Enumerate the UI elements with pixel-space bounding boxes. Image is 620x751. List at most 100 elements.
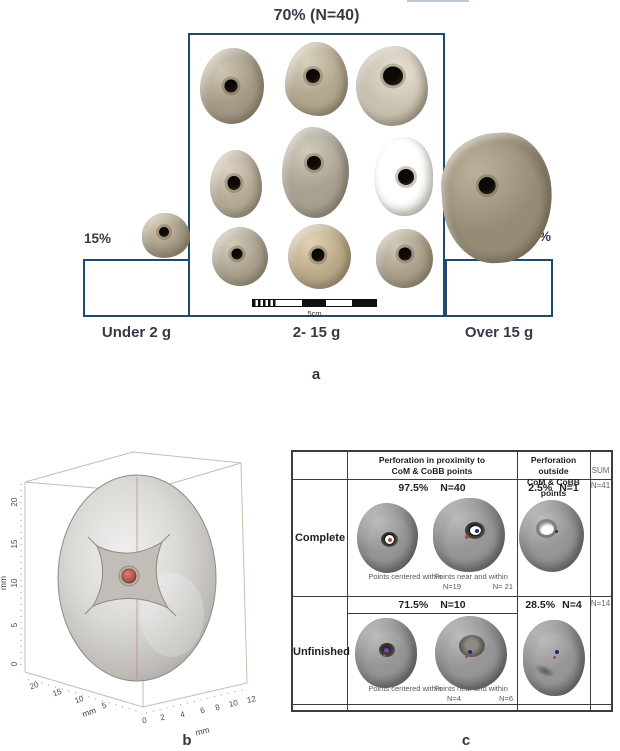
perforation-hole bbox=[227, 175, 241, 190]
cobb-point-navy bbox=[554, 650, 559, 655]
stone-photo bbox=[374, 137, 433, 216]
perforation-hole bbox=[306, 69, 321, 84]
percent-value: 28.5% bbox=[525, 599, 556, 611]
weight-group-box-over bbox=[445, 259, 553, 317]
stone-3d bbox=[57, 474, 217, 682]
x-tick-label: 10 bbox=[228, 698, 239, 709]
group-title-70pct: 70% (N=40) bbox=[273, 7, 360, 24]
scan-stone-complete-near bbox=[433, 498, 505, 572]
scale-bar-segment bbox=[326, 300, 352, 306]
cobb-point-navy bbox=[555, 530, 559, 534]
x-tick-label: 2 bbox=[159, 713, 166, 723]
header-line: Perforation outside bbox=[530, 455, 577, 477]
point-marker-white bbox=[469, 526, 481, 536]
category-label-under-2g: Under 2 g bbox=[101, 324, 172, 341]
table-grid-line bbox=[347, 613, 517, 614]
cobb-point-navy bbox=[474, 528, 479, 533]
x-tick-label: 8 bbox=[214, 703, 221, 713]
through-hole bbox=[538, 521, 554, 535]
perforation-hole bbox=[383, 66, 404, 86]
stone-photo bbox=[285, 42, 348, 116]
x-tick-label: 0 bbox=[141, 716, 148, 726]
scan-stone-unfinished-centered bbox=[355, 618, 417, 688]
stone-photo-large bbox=[437, 129, 557, 267]
table-grid-line bbox=[293, 479, 611, 480]
y-axis-labels: 20 15 10 5 0 mm bbox=[0, 497, 19, 666]
percent-value: 2.5% bbox=[528, 482, 553, 494]
scale-bar-segment bbox=[278, 300, 302, 306]
stone-photo bbox=[288, 224, 351, 289]
y-tick-label: 5 bbox=[10, 622, 19, 627]
weight-group-box-under bbox=[83, 259, 190, 317]
n-value: N=10 bbox=[440, 599, 466, 611]
crop-artifact bbox=[407, 0, 469, 2]
panel-c-table: Perforation in proximity to CoM & CoBB p… bbox=[291, 450, 613, 712]
stone-photo bbox=[282, 127, 349, 218]
cell-unfinished-sum: N=14 bbox=[590, 599, 611, 608]
caption-near-within: Points near and within bbox=[434, 572, 508, 581]
com-point-red bbox=[121, 568, 137, 584]
panel-b: 20 15 10 5 0 mm 20 15 10 5 mm 0 2 4 6 8 … bbox=[0, 451, 257, 738]
panel-label-c: c bbox=[461, 732, 471, 749]
panel-label-a: a bbox=[311, 366, 321, 383]
cell-complete-proximity-stat: 97.5% N=40 bbox=[347, 482, 517, 494]
y-axis-unit: mm bbox=[0, 576, 8, 590]
com-point-red bbox=[465, 655, 469, 659]
perforation-hole bbox=[398, 247, 411, 261]
x-axis-labels: 0 2 4 6 8 10 12 mm bbox=[141, 694, 257, 737]
perforation-hole bbox=[224, 79, 238, 93]
y-tick-label: 0 bbox=[10, 661, 19, 666]
depth-axis-labels: 20 15 10 5 mm bbox=[28, 680, 108, 720]
depth-tick-label: 20 bbox=[28, 680, 40, 692]
column-header-outside: Perforation outside CoM & CoBB points bbox=[517, 455, 590, 499]
perforation-hole bbox=[398, 168, 415, 185]
cobb-point-violet bbox=[383, 648, 389, 654]
caption-n: N=6 bbox=[499, 694, 513, 703]
perforation-hole bbox=[231, 248, 243, 260]
y-tick-label: 15 bbox=[10, 539, 19, 548]
y-tick-label: 10 bbox=[10, 578, 19, 587]
row-label-complete: Complete bbox=[294, 532, 346, 544]
stone-photo bbox=[356, 46, 428, 126]
perforation-hole bbox=[311, 248, 325, 262]
x-axis-unit: mm bbox=[194, 725, 210, 738]
x-tick-label: 4 bbox=[179, 710, 186, 720]
com-point-red bbox=[387, 537, 392, 542]
caption-n: N=4 bbox=[447, 694, 461, 703]
scan-stone-complete-centered bbox=[357, 503, 418, 573]
com-point-red bbox=[382, 654, 386, 658]
panel-label-b: b bbox=[182, 732, 192, 749]
scan-stone-unfinished-near bbox=[435, 616, 507, 690]
table-grid-line bbox=[347, 452, 348, 710]
table-grid-line bbox=[293, 704, 611, 705]
stone-photo bbox=[376, 229, 433, 288]
scan-stone-complete-outside bbox=[519, 500, 584, 572]
cell-complete-sum: N=41 bbox=[590, 481, 611, 490]
scale-bar-label: 5cm bbox=[307, 309, 322, 318]
n-value: N=1 bbox=[559, 482, 579, 494]
caption-centered-within: Points centered within bbox=[368, 684, 442, 693]
header-line: Perforation in proximity to bbox=[378, 455, 486, 465]
point-marker-white bbox=[385, 535, 395, 545]
caption-near-within: Points near and within bbox=[434, 684, 508, 693]
caption-n: N=19 bbox=[442, 582, 461, 591]
depth-tick-label: 15 bbox=[51, 687, 63, 699]
scale-bar-segment bbox=[352, 300, 376, 306]
row-label-unfinished: Unfinished bbox=[293, 646, 350, 658]
scan-stone-unfinished-outside bbox=[523, 620, 585, 696]
perforation-hole bbox=[158, 226, 169, 237]
cell-unfinished-outside-stat: 28.5% N=4 bbox=[517, 599, 590, 611]
com-point-red bbox=[552, 656, 556, 660]
perforation-hole bbox=[478, 176, 497, 195]
header-line: CoM & CoBB points bbox=[391, 466, 473, 477]
perforation-crater bbox=[381, 532, 399, 548]
percent-value: 97.5% bbox=[398, 482, 429, 494]
caption-centered-within: Points centered within bbox=[368, 572, 442, 581]
perforation-hole bbox=[307, 156, 322, 171]
stone-photo bbox=[200, 48, 264, 124]
stone-photo bbox=[212, 227, 268, 286]
stone-photo bbox=[210, 150, 262, 218]
depth-axis-unit: mm bbox=[81, 705, 98, 719]
cobb-point-navy bbox=[468, 650, 473, 655]
